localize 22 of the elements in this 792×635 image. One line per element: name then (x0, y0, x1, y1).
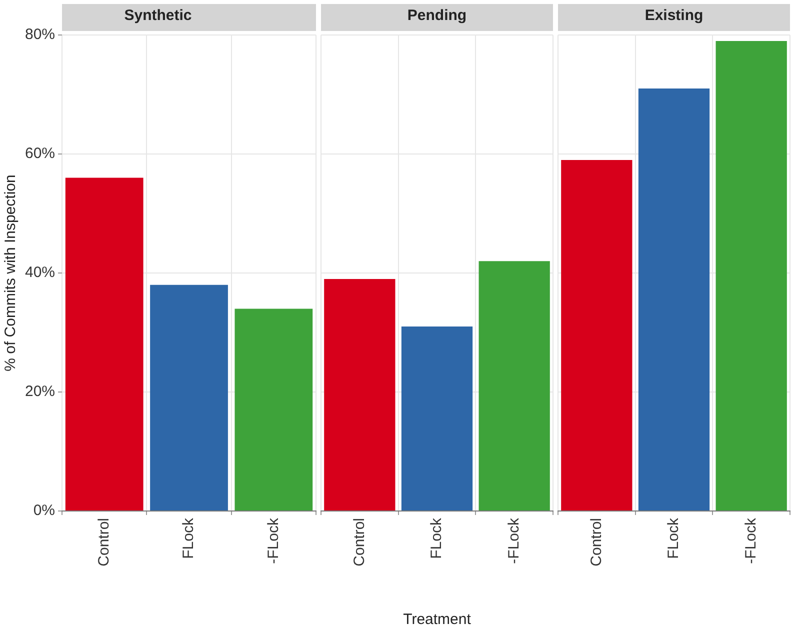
y-tick-label: 40% (24, 264, 56, 282)
chart-title: Synthetic (124, 7, 192, 24)
y-tick-label: 80% (24, 26, 56, 44)
x-tick-label: -FLock (742, 518, 760, 564)
x-tick-label: FLock (180, 518, 198, 559)
bar (234, 308, 313, 510)
chart-title: Pending (407, 7, 467, 24)
x-axis-title: Treatment (403, 611, 472, 628)
x-tick-label: FLock (665, 518, 682, 559)
x-tick-label: -FLock (264, 518, 282, 564)
x-tick-label: Control (350, 518, 368, 566)
chart-title: Existing (644, 7, 704, 24)
x-tick-label: Control (588, 518, 605, 566)
x-tick-label: FLock (428, 518, 446, 559)
y-axis-title: % of Commits with Inspection (2, 174, 20, 372)
y-tick-label: 0% (33, 502, 56, 520)
y-tick-label: 60% (24, 145, 56, 162)
bar (150, 284, 228, 510)
y-tick-label: 20% (24, 383, 56, 400)
x-tick-label: Control (95, 518, 112, 566)
bar (65, 178, 144, 510)
x-tick-label: -FLock (505, 518, 522, 564)
